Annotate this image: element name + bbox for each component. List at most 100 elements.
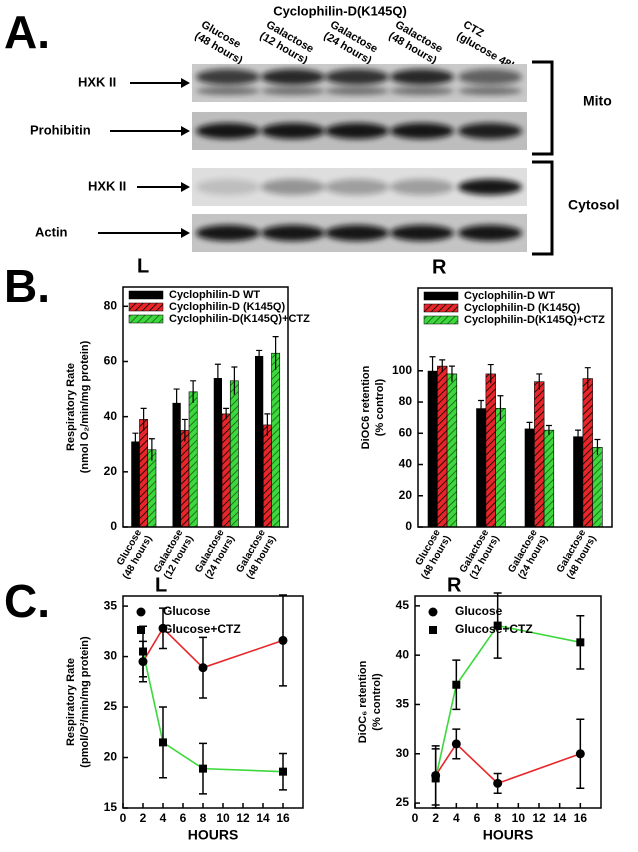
blot-band (458, 87, 522, 95)
bar (262, 424, 272, 528)
legend-marker (429, 626, 437, 634)
chart: L Respiratory Rate (pmol/O²/min/mg protein… (65, 574, 304, 843)
x-tick-label: 8 (200, 811, 207, 825)
blot-band (390, 225, 454, 241)
x-tick-label: 10 (512, 811, 526, 825)
bar (437, 365, 448, 528)
error-bar (173, 388, 180, 417)
fraction-label: Cytosol (568, 197, 619, 213)
x-tick-label: 12 (236, 811, 250, 825)
blot-band (458, 225, 522, 241)
y-tick-label: 45 (396, 598, 410, 612)
x-tick-label: 4 (160, 811, 167, 825)
legend-swatch (128, 314, 164, 324)
blot-band (325, 87, 389, 95)
plot-frame (122, 286, 289, 528)
x-tick-label: 10 (216, 811, 230, 825)
category-label: Galactose(12 hours) (152, 527, 196, 581)
error-bar (584, 367, 591, 390)
category-label: Galactose(24 hours) (193, 527, 237, 581)
legend-swatch (423, 315, 459, 325)
bar (172, 402, 181, 527)
y-tick-label: 40 (396, 647, 410, 661)
bar (221, 413, 231, 528)
panel-label: C. (4, 575, 50, 627)
y-tick-label: 80 (399, 394, 413, 408)
error-bar (545, 424, 552, 435)
legend-label: Cyclophilin-D (K145Q) (169, 301, 285, 313)
legend-label: Glucose+CTZ (455, 622, 533, 636)
category-label: Galactose(24 hours) (506, 527, 550, 581)
panel-label: B. (4, 260, 50, 312)
error-bar (272, 336, 279, 370)
plot-frame (417, 287, 613, 528)
x-tick-label: 6 (180, 811, 187, 825)
blot-band (196, 179, 260, 195)
arrow-head (181, 228, 190, 238)
marker (451, 739, 461, 749)
category-label: Glucose(48 hours) (115, 527, 155, 581)
y-tick-label: 20 (399, 488, 413, 502)
marker (493, 621, 502, 630)
chart: L Respiratory Rate (nmol O₂/min/mg protein… (65, 255, 310, 581)
error-bar (214, 363, 221, 392)
x-tick-label: 14 (553, 811, 567, 825)
marker (158, 623, 168, 633)
x-tick-label: 0 (412, 811, 419, 825)
y-tick-label: 35 (104, 598, 118, 612)
arrow-head (181, 126, 190, 136)
marker (452, 680, 461, 689)
bar (524, 428, 535, 527)
arrow-head (181, 182, 190, 192)
x-tick-label: 8 (494, 811, 501, 825)
plot-frame (122, 595, 304, 809)
y-axis-label: DiOC₆ retention (357, 660, 369, 743)
x-tick-label: 2 (432, 811, 439, 825)
row-label: HXK II (88, 178, 126, 193)
error-bar (487, 363, 494, 384)
bar (188, 391, 198, 528)
legend-label: Cyclophilin-D WT (169, 289, 260, 301)
chart: R DiOC₆ retention (% control) 25 30 35 40 45 0 2 4… (357, 574, 602, 843)
x-axis-label: HOURS (483, 827, 534, 843)
legend-marker (136, 607, 146, 617)
series-line (142, 627, 284, 669)
bar (543, 429, 555, 528)
legend-label: Cyclophilin-D(K145Q)+CTZ (169, 313, 310, 325)
y-tick-label: 30 (396, 746, 410, 760)
error-bar (478, 399, 485, 417)
legend-label: Glucose (163, 604, 211, 618)
blot-title: Cyclophilin-D(K145Q) (273, 3, 407, 18)
blot-band (458, 69, 522, 85)
error-bar (264, 413, 271, 436)
bar (476, 408, 486, 527)
bar (229, 380, 239, 528)
error-bar (181, 418, 188, 442)
y-axis-label: (pmol/O²/min/mg protein) (79, 636, 91, 768)
blot-band (325, 69, 389, 85)
row-label: HXK II (78, 74, 116, 89)
marker (199, 764, 207, 773)
error-bar (594, 438, 601, 456)
lane-label: Galactose(12 hours) (258, 19, 316, 67)
x-tick-label: 16 (574, 811, 588, 825)
marker (279, 767, 287, 776)
blot-band (196, 87, 260, 95)
x-tick-label: 4 (453, 811, 460, 825)
bar (139, 419, 149, 528)
bracket (532, 60, 554, 156)
bar (147, 449, 157, 528)
marker (139, 647, 147, 656)
y-axis-label: (% control) (371, 673, 383, 731)
bar (495, 407, 506, 528)
error-bar (536, 373, 543, 390)
bar (582, 378, 593, 528)
blot-band (261, 123, 325, 139)
series-line (434, 624, 581, 779)
marker (278, 635, 288, 645)
legend-label: Cyclophilin-D (K145Q) (464, 302, 580, 314)
marker (575, 749, 585, 759)
marker (198, 663, 208, 673)
bar (446, 373, 458, 528)
